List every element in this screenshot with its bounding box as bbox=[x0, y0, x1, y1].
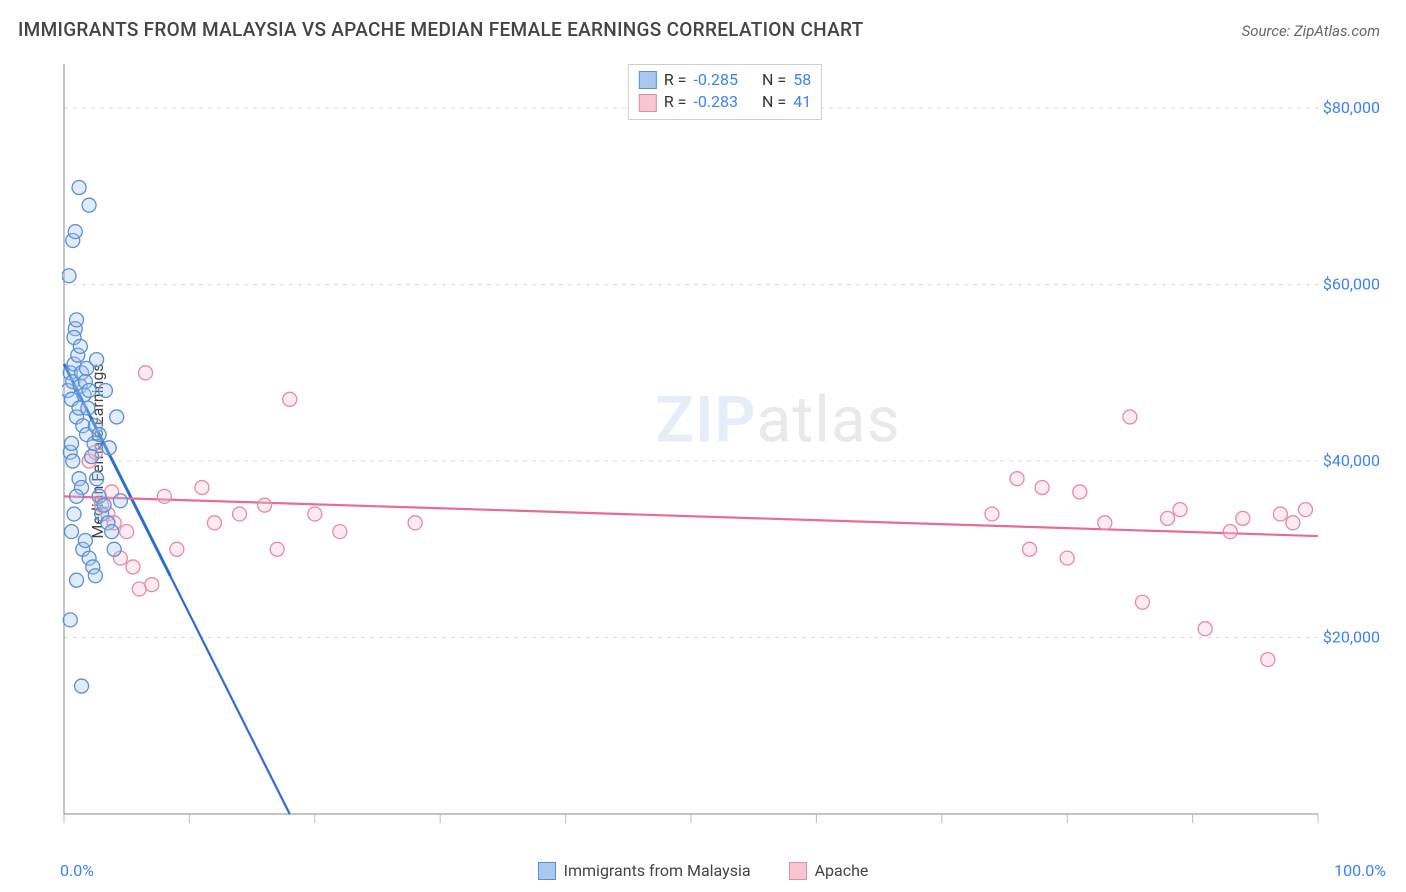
chart-title: IMMIGRANTS FROM MALAYSIA VS APACHE MEDIA… bbox=[18, 18, 864, 41]
legend-item-series2: Apache bbox=[789, 861, 869, 880]
stats-legend: R = -0.285 N = 58 R = -0.283 N = 41 bbox=[628, 64, 822, 120]
swatch-icon bbox=[538, 862, 556, 880]
stats-row-series1: R = -0.285 N = 58 bbox=[639, 69, 811, 91]
plot-area: ZIPatlas $20,000$40,000$60,000$80,000 R … bbox=[62, 58, 1388, 844]
chart-container: Median Female Earnings ZIPatlas $20,000$… bbox=[18, 58, 1388, 844]
chart-source: Source: ZipAtlas.com bbox=[1242, 22, 1380, 40]
stats-row-series2: R = -0.283 N = 41 bbox=[639, 91, 811, 113]
swatch-icon bbox=[639, 71, 657, 89]
stat-label: R = bbox=[664, 69, 687, 91]
svg-text:$20,000: $20,000 bbox=[1323, 628, 1380, 647]
stat-label: R = bbox=[664, 91, 687, 113]
stat-label: N = bbox=[762, 69, 786, 91]
svg-text:$40,000: $40,000 bbox=[1323, 451, 1380, 470]
stat-value: -0.285 bbox=[693, 69, 738, 91]
scatter-chart-svg: $20,000 $40,000 $60,000 $80,000 bbox=[62, 58, 1388, 844]
swatch-icon bbox=[639, 94, 657, 112]
stat-value: 58 bbox=[793, 69, 811, 91]
svg-text:$60,000: $60,000 bbox=[1323, 275, 1380, 294]
svg-text:$80,000: $80,000 bbox=[1323, 98, 1380, 117]
swatch-icon bbox=[789, 862, 807, 880]
legend-item-series1: Immigrants from Malaysia bbox=[538, 861, 751, 880]
stat-value: 41 bbox=[793, 91, 811, 113]
legend-label: Immigrants from Malaysia bbox=[564, 861, 751, 880]
stat-value: -0.283 bbox=[693, 91, 738, 113]
series-legend: Immigrants from Malaysia Apache bbox=[0, 861, 1406, 880]
stat-label: N = bbox=[762, 91, 786, 113]
legend-label: Apache bbox=[815, 861, 869, 880]
